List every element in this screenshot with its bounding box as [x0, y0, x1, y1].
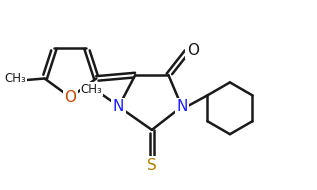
- Text: N: N: [113, 99, 124, 114]
- Text: CH₃: CH₃: [81, 83, 102, 96]
- Text: O: O: [64, 90, 76, 105]
- Text: N: N: [176, 99, 187, 114]
- Text: CH₃: CH₃: [4, 72, 26, 85]
- Text: S: S: [147, 158, 157, 173]
- Text: O: O: [187, 43, 199, 58]
